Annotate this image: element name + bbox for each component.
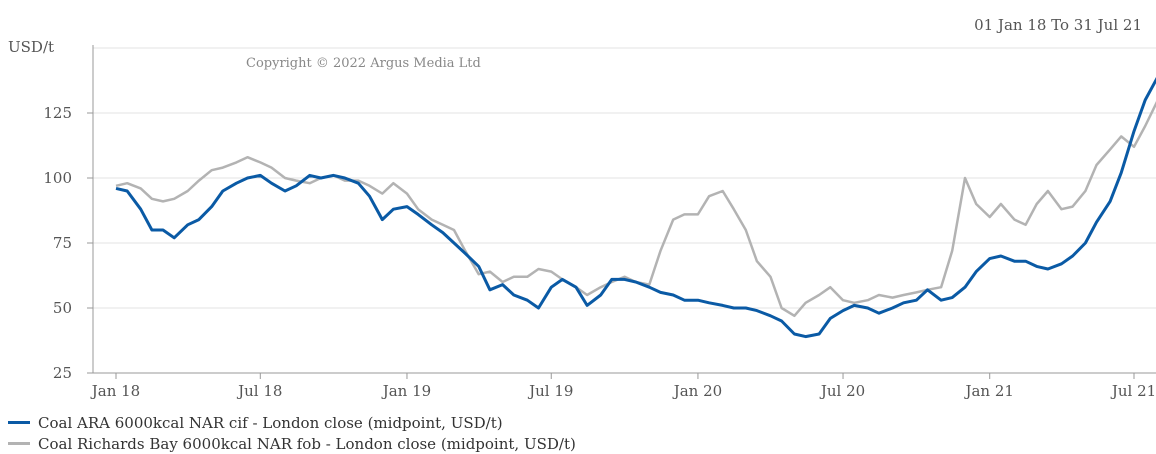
legend-swatch-ara — [8, 421, 30, 424]
x-tick-label: Jan 18 — [90, 382, 140, 400]
x-tick-label: Jul 19 — [527, 382, 573, 400]
legend-label-ara: Coal ARA 6000kcal NAR cif - London close… — [38, 413, 503, 432]
line-chart: USD/t Copyright © 2022 Argus Media Ltd 2… — [8, 38, 1156, 400]
x-tick-label: Jan 19 — [381, 382, 431, 400]
y-tick-label: 75 — [53, 234, 72, 252]
y-tick-label: 100 — [43, 169, 72, 187]
date-range-label: 01 Jan 18 To 31 Jul 21 — [974, 16, 1142, 34]
copyright-notice: Copyright © 2022 Argus Media Ltd — [246, 56, 481, 71]
x-tick-label: Jul 21 — [1110, 382, 1156, 400]
gridlines — [93, 47, 1156, 309]
series-line-ara — [115, 76, 1156, 339]
legend-item-ara[interactable]: Coal ARA 6000kcal NAR cif - London close… — [8, 412, 576, 433]
chart-legend: Coal ARA 6000kcal NAR cif - London close… — [8, 412, 576, 454]
legend-swatch-richards-bay — [8, 442, 30, 445]
x-axis-ticks: Jan 18 Jul 18 Jan 19 Jul 19 Jan 20 Jul 20 Jan … — [90, 373, 1156, 400]
y-tick-label: 50 — [53, 299, 72, 317]
x-tick-label: Jan 21 — [963, 382, 1013, 400]
x-tick-label: Jul 18 — [236, 382, 282, 400]
x-tick-label: Jul 20 — [819, 382, 865, 400]
y-axis-ticks: 25 50 75 100 125 — [43, 104, 93, 382]
legend-item-richards-bay[interactable]: Coal Richards Bay 6000kcal NAR fob - Lon… — [8, 433, 576, 454]
legend-label-richards-bay: Coal Richards Bay 6000kcal NAR fob - Lon… — [38, 434, 576, 453]
y-tick-label: 25 — [53, 364, 72, 382]
y-axis-unit-label: USD/t — [8, 38, 54, 56]
x-tick-label: Jan 20 — [672, 382, 722, 400]
series-lines — [115, 76, 1156, 339]
y-tick-label: 125 — [43, 104, 72, 122]
